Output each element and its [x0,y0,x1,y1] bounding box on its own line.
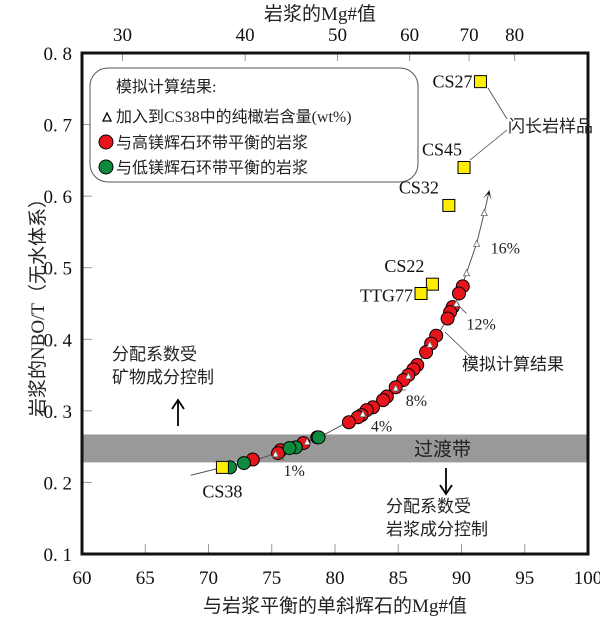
annotation-magma-line1: 分配系数受 [386,497,471,516]
axes: 60 65 70 75 80 85 90 95 100 0. 1 0. 2 0. 3 0. 4 0. 5 0… [44,25,600,589]
model-triangle [303,437,311,446]
sample-label: CS32 [399,177,439,197]
model-label-group: 模拟计算结果 [444,331,564,374]
sample-label: CS45 [422,140,462,160]
y-tick-label: 0. 7 [44,116,73,137]
high-mg-point [341,415,356,430]
x-tick-label: 85 [389,568,408,589]
sample-marker [215,460,229,474]
pct-label: 16% [491,240,520,257]
samples: CS27 CS45 CS32 CS22 TTG77 CS38 [202,72,487,501]
top-axis-title: 岩浆的Mg#值 [264,3,376,25]
y-tick-label: 0. 8 [44,44,73,65]
up-arrow-icon [171,398,185,426]
pct-leader-line [277,455,284,461]
x-axis-title: 与岩浆平衡的单斜辉石的Mg#值 [203,595,467,617]
y-tick-label: 0. 2 [44,473,73,494]
x-tick-label: 75 [262,568,281,589]
model-curve-line [190,190,490,476]
legend-box [89,67,419,183]
legend-entry-high-mg: 与高镁辉石环带平衡的岩浆 [116,134,308,152]
top-tick-label: 50 [328,25,347,46]
model-triangle [480,208,488,217]
high-mg-point [419,345,434,360]
legend-green-circle-icon [98,159,114,175]
top-tick-label: 30 [113,25,132,46]
sample-label: CS38 [202,481,242,501]
transition-band-label: 过渡带 [414,438,471,460]
pct-leader-line [458,305,467,314]
curve-arrowhead-icon [483,190,492,201]
top-tick-label: 80 [505,25,524,46]
data-points: 1% 4% 8% 12% 16% [223,208,520,480]
model-triangle [404,371,413,380]
model-triangle [426,340,434,348]
legend-red-circle-icon [98,134,114,150]
legend-entry-low-mg: 与低镁辉石环带平衡的岩浆 [116,159,308,177]
transition-band-rect [82,434,588,463]
legend-title: 模拟计算结果: [116,77,216,96]
model-result-label: 模拟计算结果 [462,355,564,374]
y-tick-label: 0. 1 [44,545,73,566]
model-triangle [473,239,481,247]
y-tick-label: 0. 4 [44,330,73,351]
legend-triangle-icon [101,111,113,122]
y-tick-label: 0. 3 [44,402,73,423]
x-tick-label: 65 [136,568,155,589]
sample-label: TTG77 [360,285,413,305]
x-tick-label: 95 [515,568,534,589]
model-triangle [392,384,400,392]
x-tick-label: 100 [574,568,600,589]
sample-marker [425,277,439,291]
model-triangle [452,299,461,307]
low-mg-point [236,456,251,471]
pct-label: 1% [284,463,305,480]
y-axis-title: 岩浆的NBO/T（无水体系） [27,189,49,417]
down-arrow-icon [439,468,453,496]
diorite-label-group: 闪长岩样品 [469,87,593,161]
legend-entry-triangle: 加入到CS38中的纯橄岩含量(wt%) [116,108,352,126]
annotation-mineral-line1: 分配系数受 [112,345,197,364]
low-mg-point [311,430,326,445]
y-tick-label: 0. 6 [44,187,73,208]
model-triangle [359,409,367,418]
y-tick-label: 0. 5 [44,259,73,280]
pct-label: 12% [466,317,495,334]
sample-marker [457,161,471,175]
sample-marker [473,75,487,89]
x-tick-label: 80 [326,568,345,589]
x-tick-label: 90 [452,568,471,589]
sample-marker [442,198,456,212]
x-tick-label: 70 [199,568,218,589]
high-mg-point [451,286,466,301]
pct-label: 4% [371,419,392,436]
sample-label: CS27 [432,72,472,92]
top-tick-label: 40 [236,25,255,46]
legend: 模拟计算结果: 加入到CS38中的纯橄岩含量(wt%) 与高镁辉石环带平衡的岩浆… [89,67,419,183]
plot-frame [80,51,590,556]
sample-label: CS22 [384,256,424,276]
model-triangle [271,449,280,458]
annotation-mineral-line2: 矿物成分控制 [112,368,214,387]
high-mg-point [376,393,391,408]
pct-label: 8% [406,393,427,410]
top-tick-label: 70 [460,25,479,46]
transition-band [82,434,588,463]
model-triangle [462,268,471,277]
sample-marker [414,286,428,300]
diorite-samples-label: 闪长岩样品 [508,117,593,136]
high-mg-point [440,311,455,326]
annotation-magma-line2: 岩浆成分控制 [386,520,488,539]
top-tick-label: 60 [400,25,419,46]
x-tick-label: 60 [73,568,92,589]
low-mg-point [282,441,297,456]
